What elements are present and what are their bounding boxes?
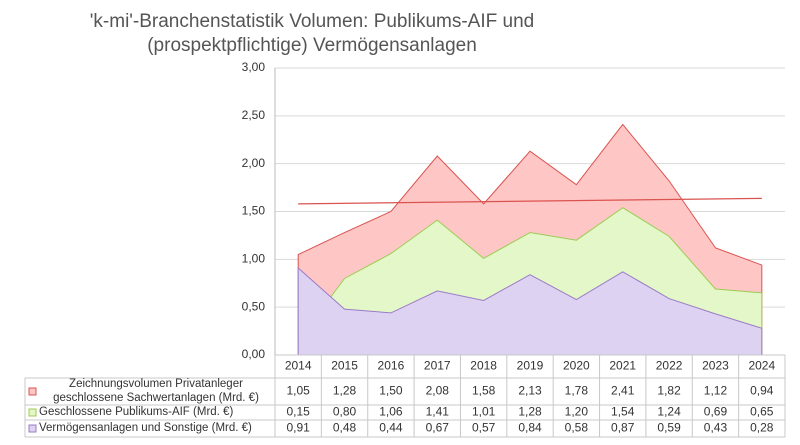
data-label: 1,54 xyxy=(611,405,635,419)
data-label: 0,48 xyxy=(333,421,357,435)
data-label: 1,82 xyxy=(657,384,681,398)
x-tick-label: 2022 xyxy=(656,359,683,373)
y-tick-label: 2,50 xyxy=(242,108,266,122)
data-label: 1,24 xyxy=(657,405,681,419)
y-tick-label: 1,00 xyxy=(242,252,266,266)
data-label: 1,06 xyxy=(379,405,403,419)
y-tick-label: 0,00 xyxy=(242,347,266,361)
data-label: 2,08 xyxy=(426,384,450,398)
y-tick-label: 2,00 xyxy=(242,156,266,170)
legend-marker xyxy=(28,387,37,396)
data-label: 1,28 xyxy=(518,405,542,419)
data-label: 0,94 xyxy=(750,384,774,398)
data-label: 1,05 xyxy=(287,384,311,398)
x-tick-label: 2023 xyxy=(702,359,729,373)
x-tick-label: 2015 xyxy=(331,359,358,373)
data-label: 1,20 xyxy=(565,405,589,419)
data-label: 1,50 xyxy=(379,384,403,398)
legend-cell: Zeichnungsvolumen Privatanleger geschlos… xyxy=(53,378,259,404)
legend-marker xyxy=(28,408,37,417)
legend-marker xyxy=(28,424,37,433)
data-label: 0,67 xyxy=(426,421,450,435)
y-tick-label: 3,00 xyxy=(242,60,266,74)
chart-title: 'k-mi'-Branchenstatistik Volumen: Publik… xyxy=(90,11,534,32)
data-label: 1,12 xyxy=(704,384,728,398)
data-label: 2,13 xyxy=(518,384,542,398)
legend-label: Zeichnungsvolumen Privatanleger geschlos… xyxy=(53,378,259,404)
data-label: 0,69 xyxy=(704,405,728,419)
x-tick-label: 2019 xyxy=(517,359,544,373)
data-label: 0,15 xyxy=(287,405,311,419)
x-tick-label: 2016 xyxy=(378,359,405,373)
area xyxy=(297,266,763,356)
data-label: 1,58 xyxy=(472,384,496,398)
data-label: 1,78 xyxy=(565,384,589,398)
data-label: 0,87 xyxy=(611,421,635,435)
data-label: 0,44 xyxy=(379,421,403,435)
chart-title: (prospektpflichtige) Vermögensanlagen xyxy=(147,35,477,56)
x-tick-label: 2014 xyxy=(285,359,312,373)
trendline xyxy=(298,197,762,205)
data-label: 0,80 xyxy=(333,405,357,419)
data-label: 0,58 xyxy=(565,421,589,435)
data-label: 0,28 xyxy=(750,421,774,435)
x-tick-label: 2024 xyxy=(748,359,775,373)
data-label: 2,41 xyxy=(611,384,635,398)
legend-label: Geschlossene Publikums-AIF (Mrd. €) xyxy=(39,405,234,418)
data-label: 0,43 xyxy=(704,421,728,435)
y-tick-label: 1,50 xyxy=(242,204,266,218)
data-label: 0,57 xyxy=(472,421,496,435)
data-label: 0,59 xyxy=(657,421,681,435)
data-label: 1,01 xyxy=(472,405,496,419)
data-label: 0,91 xyxy=(287,421,311,435)
y-tick-label: 0,50 xyxy=(242,299,266,313)
data-label: 0,65 xyxy=(750,405,774,419)
x-tick-label: 2021 xyxy=(609,359,636,373)
legend-label: Vermögensanlagen und Sonstige (Mrd. €) xyxy=(39,421,252,434)
x-tick-label: 2017 xyxy=(424,359,451,373)
legend-cell: Geschlossene Publikums-AIF (Mrd. €) xyxy=(39,405,234,418)
legend-cell: Vermögensanlagen und Sonstige (Mrd. €) xyxy=(39,421,252,434)
x-tick-label: 2020 xyxy=(563,359,590,373)
x-tick-label: 2018 xyxy=(470,359,497,373)
data-label: 1,41 xyxy=(426,405,450,419)
data-label: 0,84 xyxy=(518,421,542,435)
data-label: 1,28 xyxy=(333,384,357,398)
